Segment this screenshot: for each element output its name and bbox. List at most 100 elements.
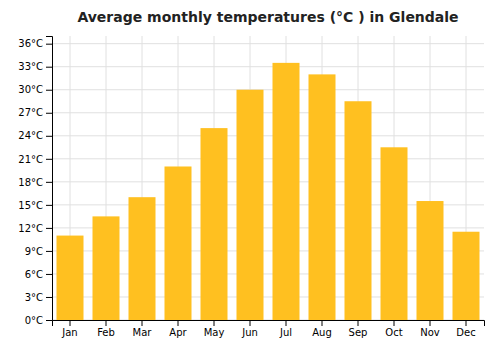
tick-mark xyxy=(214,320,215,326)
tick: Aug xyxy=(312,320,332,338)
x-axis: Jan Feb Mar Apr May Jun Jul Aug Sep Oct Nov Dec xyxy=(53,320,485,338)
y-axis: 0°C 3°C 6°C 9°C 12°C 15°C 18°C 21°C 24°C 27°C 30°C… xyxy=(18,37,52,326)
tick-label: Apr xyxy=(169,327,187,338)
tick: Feb xyxy=(97,320,115,338)
tick-mark xyxy=(106,320,107,326)
tick-mark xyxy=(430,320,431,326)
tick: 33°C xyxy=(18,61,52,72)
tick-label: 0°C xyxy=(25,315,43,326)
tick: Mar xyxy=(133,320,153,338)
bar xyxy=(93,216,120,320)
bar xyxy=(309,74,336,320)
tick: 24°C xyxy=(18,130,52,141)
tick-label: 15°C xyxy=(18,200,43,211)
axis-line xyxy=(46,37,53,321)
tick: 15°C xyxy=(18,200,52,211)
tick: 30°C xyxy=(18,84,52,95)
grid-line-y xyxy=(52,158,484,159)
grid-line-y xyxy=(52,135,484,136)
tick-mark xyxy=(178,320,179,326)
chart: Jan Feb Mar Apr May Jun Jul Aug Sep Oct Nov Dec 0°C 3… xyxy=(0,0,500,350)
tick-label: 12°C xyxy=(18,223,43,234)
tick-mark xyxy=(286,320,287,326)
grid xyxy=(52,36,484,320)
tick-label: Mar xyxy=(133,327,153,338)
grid-line-y xyxy=(52,66,484,67)
tick-label: 33°C xyxy=(18,61,43,72)
grid-line-y xyxy=(52,112,484,113)
tick-label: Feb xyxy=(97,327,115,338)
tick-mark xyxy=(46,274,52,275)
bar xyxy=(417,201,444,320)
tick-mark xyxy=(46,320,52,321)
tick: 18°C xyxy=(18,177,52,188)
bar xyxy=(57,236,84,320)
tick-label: 6°C xyxy=(25,269,43,280)
tick-label: 36°C xyxy=(18,38,43,49)
tick-mark xyxy=(46,205,52,206)
tick-mark xyxy=(46,90,52,91)
tick-label: Dec xyxy=(456,327,475,338)
tick-mark xyxy=(46,44,52,45)
tick-label: Oct xyxy=(385,327,402,338)
tick-label: 30°C xyxy=(18,84,43,95)
tick-label: Jul xyxy=(279,327,292,338)
axis-line xyxy=(53,321,485,327)
tick: 0°C xyxy=(25,315,52,326)
tick-mark xyxy=(46,159,52,160)
tick-mark xyxy=(358,320,359,326)
tick: Nov xyxy=(420,320,440,338)
bar xyxy=(345,101,372,320)
bar xyxy=(273,63,300,320)
tick: Oct xyxy=(385,320,402,338)
tick: May xyxy=(204,320,225,338)
tick-label: 3°C xyxy=(25,292,43,303)
tick: 3°C xyxy=(25,292,52,303)
tick-mark xyxy=(46,113,52,114)
tick-label: Aug xyxy=(312,327,332,338)
tick-mark xyxy=(46,67,52,68)
tick: Dec xyxy=(456,320,475,338)
bar xyxy=(165,166,192,320)
tick: Jul xyxy=(279,320,292,338)
tick: 36°C xyxy=(18,38,52,49)
tick-mark xyxy=(394,320,395,326)
tick-label: Sep xyxy=(349,327,368,338)
bar xyxy=(453,232,480,320)
tick-label: Nov xyxy=(420,327,440,338)
tick-label: May xyxy=(204,327,225,338)
tick: 9°C xyxy=(25,246,52,257)
grid-line-y xyxy=(52,89,484,90)
tick: Apr xyxy=(169,320,187,338)
tick-mark xyxy=(70,320,71,326)
tick-label: Jan xyxy=(61,327,77,338)
bar xyxy=(237,90,264,320)
tick-label: 18°C xyxy=(18,177,43,188)
tick-mark xyxy=(46,251,52,252)
title: Average monthly temperatures (°C ) in Gl… xyxy=(77,9,458,25)
tick: Sep xyxy=(349,320,368,338)
grid-line-y xyxy=(52,181,484,182)
tick-mark xyxy=(46,182,52,183)
grid-line-y xyxy=(52,43,484,44)
tick-label: 24°C xyxy=(18,130,43,141)
tick-mark xyxy=(466,320,467,326)
tick-mark xyxy=(142,320,143,326)
tick-label: 27°C xyxy=(18,107,43,118)
tick-mark xyxy=(250,320,251,326)
tick: 27°C xyxy=(18,107,52,118)
tick-label: Jun xyxy=(241,327,258,338)
bars xyxy=(57,63,480,320)
bar xyxy=(381,147,408,320)
tick: 21°C xyxy=(18,154,52,165)
bar xyxy=(201,128,228,320)
bar xyxy=(129,197,156,320)
plot: Jan Feb Mar Apr May Jun Jul Aug Sep Oct Nov Dec 0°C 3… xyxy=(18,36,484,338)
tick: Jun xyxy=(241,320,258,338)
tick-mark xyxy=(46,136,52,137)
tick-mark xyxy=(322,320,323,326)
tick-mark xyxy=(46,297,52,298)
tick-label: 9°C xyxy=(25,246,43,257)
tick-label: 21°C xyxy=(18,154,43,165)
tick-mark xyxy=(46,228,52,229)
